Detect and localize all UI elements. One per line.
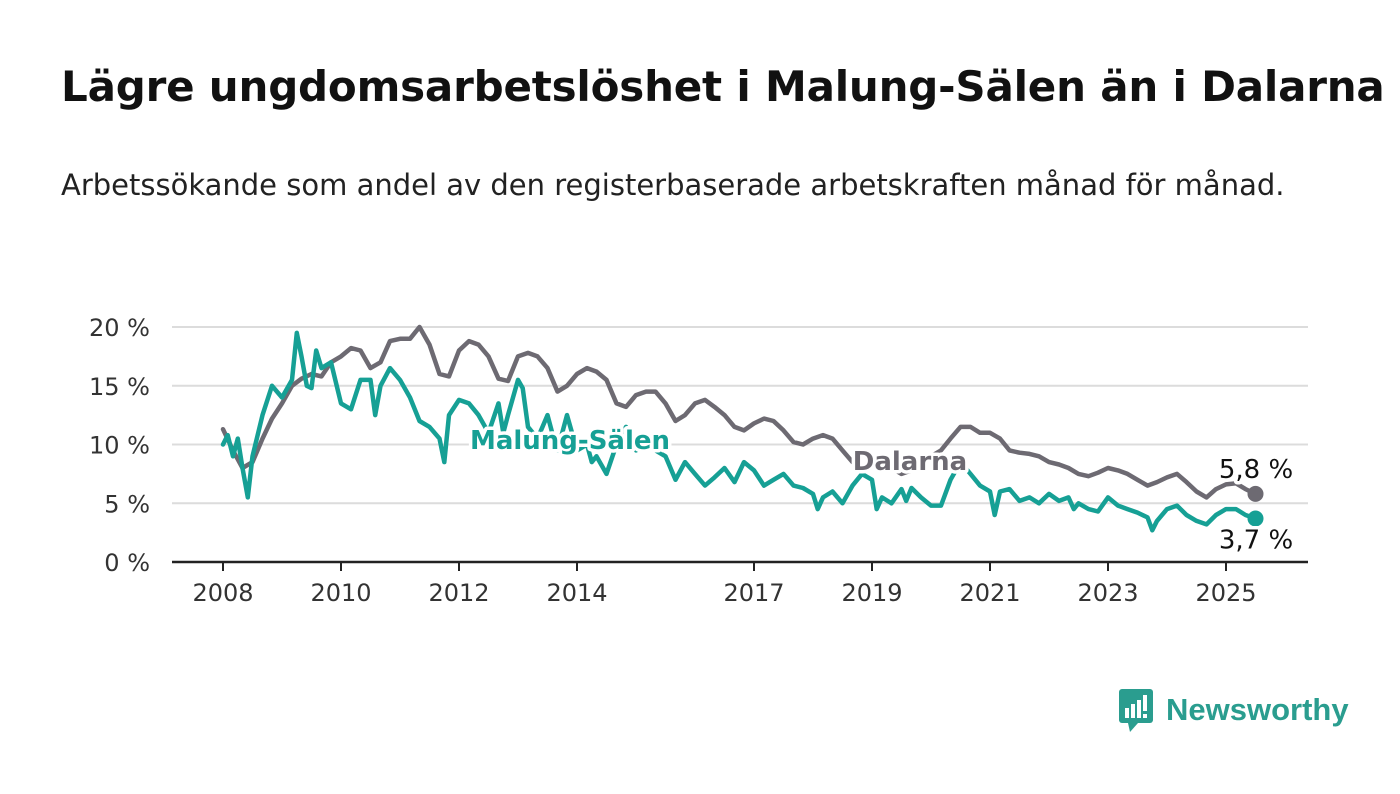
- y-tick-label: 15 %: [89, 373, 150, 401]
- series-label-dalarna: Dalarna: [853, 447, 967, 477]
- y-tick-label: 0 %: [104, 549, 150, 577]
- newsworthy-logo-icon: [1119, 689, 1153, 732]
- series-line-dalarna: [220, 324, 1258, 500]
- series-line-malung-sälen: [220, 330, 1258, 533]
- x-tick-label: 2021: [959, 579, 1020, 607]
- x-tick-label: 2017: [723, 579, 784, 607]
- logo-text: Newsworthy: [1166, 692, 1349, 727]
- x-axis: 2008 2010 2012 2014 2017 2019 2021 2023 2025: [172, 560, 1308, 607]
- y-tick-label: 5 %: [104, 490, 150, 518]
- x-tick-label: 2010: [310, 579, 371, 607]
- chart-subtitle: Arbetssökande som andel av den registerb…: [61, 168, 1285, 202]
- end-point-marker: [1247, 510, 1264, 527]
- x-tick-label: 2023: [1077, 579, 1138, 607]
- x-tick-label: 2008: [192, 579, 253, 607]
- end-value-label-malung-salen: 3,7 %: [1219, 526, 1293, 556]
- y-tick-label: 20 %: [89, 314, 150, 342]
- series-label-malung-salen: Malung-Sälen: [470, 426, 670, 456]
- chart-title: Lägre ungdomsarbetslöshet i Malung-Sälen…: [61, 62, 1385, 111]
- newsworthy-logo: Newsworthy: [1118, 688, 1349, 732]
- x-tick-label: 2012: [428, 579, 489, 607]
- series-lines: [220, 324, 1264, 533]
- y-axis-ticks: 0 % 5 % 10 % 15 % 20 %: [89, 314, 150, 577]
- end-point-marker: [1247, 485, 1264, 502]
- y-tick-label: 10 %: [89, 432, 150, 460]
- x-tick-label: 2019: [841, 579, 902, 607]
- end-value-label-dalarna: 5,8 %: [1219, 455, 1293, 485]
- x-tick-label: 2014: [546, 579, 607, 607]
- series-labels: Malung-Sälen Dalarna 5,8 % 3,7 %: [466, 423, 1296, 560]
- x-tick-label: 2025: [1195, 579, 1256, 607]
